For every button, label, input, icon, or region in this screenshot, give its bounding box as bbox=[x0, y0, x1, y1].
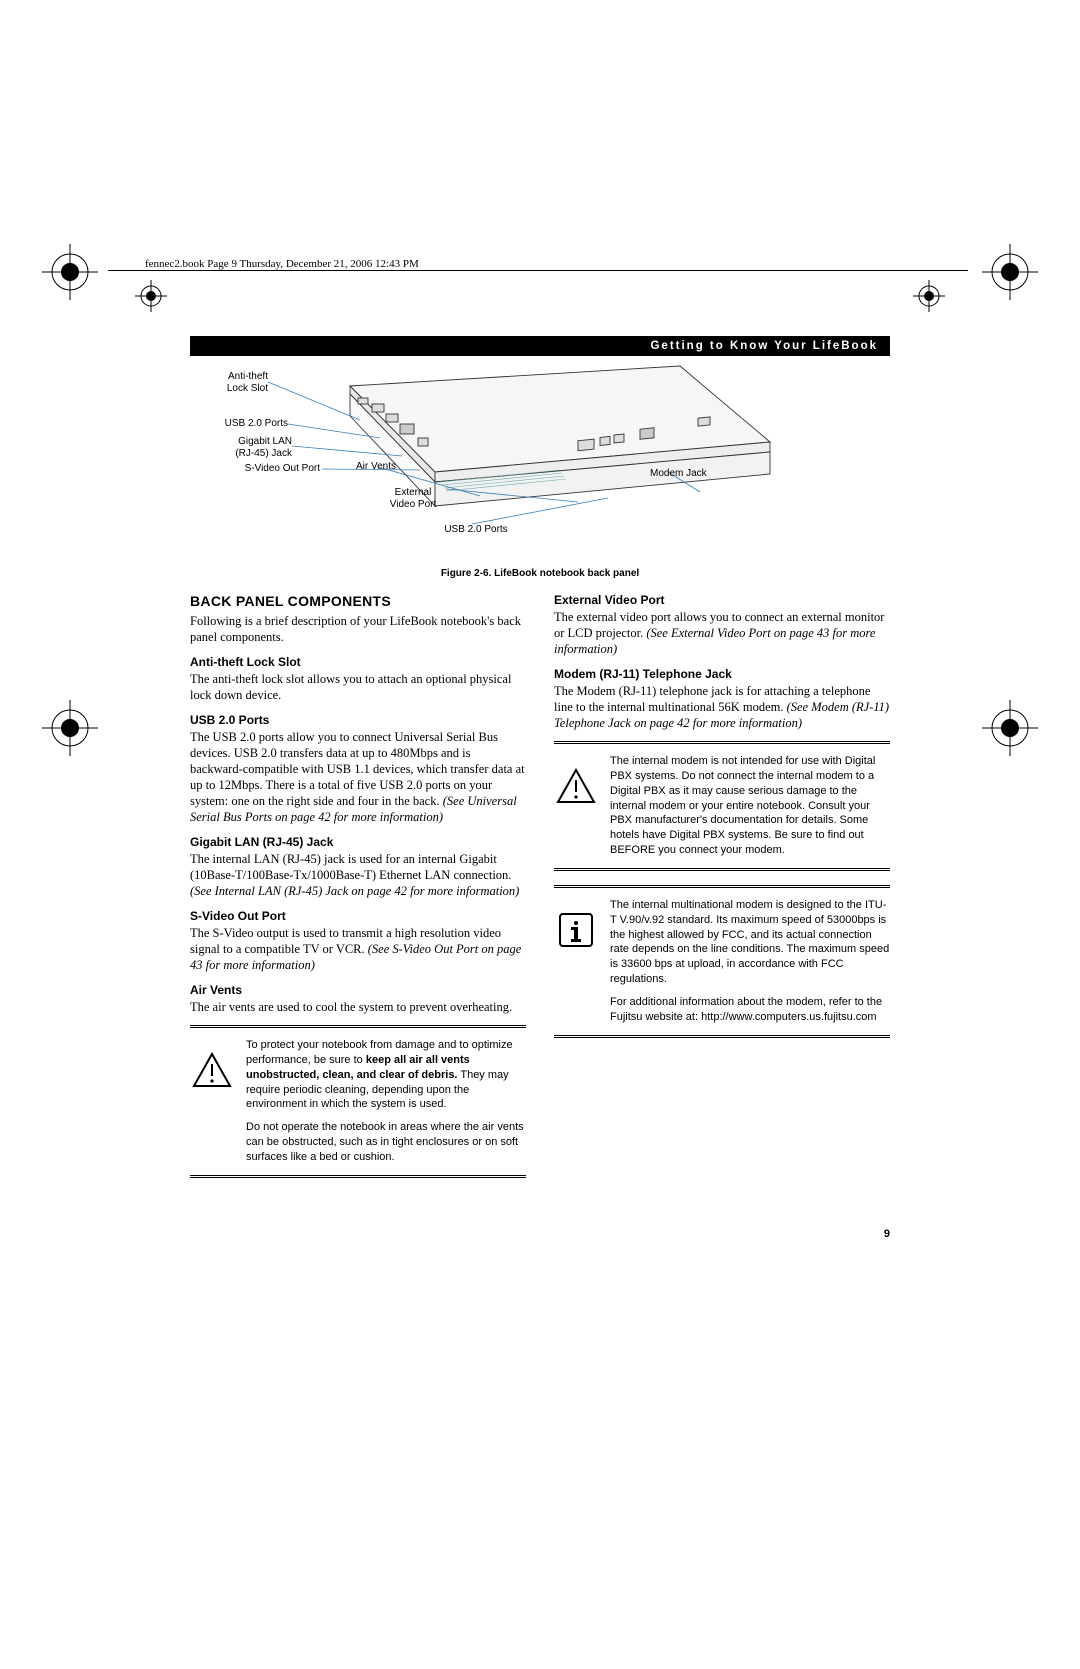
reg-mark-tr bbox=[982, 244, 1038, 300]
right-column: External Video Port The external video p… bbox=[554, 593, 890, 1192]
callout-ext-video: External Video Port bbox=[378, 487, 448, 510]
header-rule bbox=[108, 270, 968, 271]
body-gigabit: The internal LAN (RJ-45) jack is used fo… bbox=[190, 851, 526, 899]
laptop-diagram bbox=[300, 364, 780, 534]
reg-mark-small-tl bbox=[135, 280, 167, 312]
sub-svideo: S-Video Out Port bbox=[190, 909, 526, 923]
left-column: BACK PANEL COMPONENTS Following is a bri… bbox=[190, 593, 526, 1192]
body-modem: The Modem (RJ-11) telephone jack is for … bbox=[554, 683, 890, 731]
section-bar: Getting to Know Your LifeBook bbox=[190, 336, 890, 356]
callout-gigabit: Gigabit LAN (RJ-45) Jack bbox=[208, 436, 292, 459]
body-usb: The USB 2.0 ports allow you to connect U… bbox=[190, 729, 526, 825]
sub-anti-theft: Anti-theft Lock Slot bbox=[190, 655, 526, 669]
reg-mark-ml bbox=[42, 700, 98, 756]
reg-mark-tl bbox=[42, 244, 98, 300]
callout-anti-theft: Anti-theft Lock Slot bbox=[182, 371, 268, 394]
callout-air-vents: Air Vents bbox=[346, 461, 406, 473]
figure-caption: Figure 2-6. LifeBook notebook back panel bbox=[190, 568, 890, 579]
page-body: Getting to Know Your LifeBook bbox=[190, 336, 890, 1192]
sub-gigabit: Gigabit LAN (RJ-45) Jack bbox=[190, 835, 526, 849]
warning-text-airvents: To protect your notebook from damage and… bbox=[246, 1038, 526, 1165]
body-extvideo: The external video port allows you to co… bbox=[554, 609, 890, 657]
figure-area: Anti-theft Lock Slot USB 2.0 Ports Gigab… bbox=[190, 364, 890, 564]
sub-usb: USB 2.0 Ports bbox=[190, 713, 526, 727]
body-airvents: The air vents are used to cool the syste… bbox=[190, 999, 526, 1015]
body-svideo: The S-Video output is used to transmit a… bbox=[190, 925, 526, 973]
intro-text: Following is a brief description of your… bbox=[190, 613, 526, 645]
main-heading: BACK PANEL COMPONENTS bbox=[190, 593, 526, 609]
info-icon bbox=[554, 898, 598, 948]
callout-modem: Modem Jack bbox=[650, 468, 740, 480]
reg-mark-mr bbox=[982, 700, 1038, 756]
info-text-modem: The internal multinational modem is desi… bbox=[610, 898, 890, 1025]
warning-icon bbox=[190, 1038, 234, 1088]
callout-usb-left: USB 2.0 Ports bbox=[208, 418, 288, 430]
callout-usb-bottom: USB 2.0 Ports bbox=[436, 524, 516, 536]
body-columns: BACK PANEL COMPONENTS Following is a bri… bbox=[190, 593, 890, 1192]
warning-box-airvents: To protect your notebook from damage and… bbox=[190, 1025, 526, 1178]
info-box-modem: The internal multinational modem is desi… bbox=[554, 885, 890, 1038]
body-anti-theft: The anti-theft lock slot allows you to a… bbox=[190, 671, 526, 703]
sub-modem: Modem (RJ-11) Telephone Jack bbox=[554, 667, 890, 681]
warning-icon bbox=[554, 754, 598, 804]
warning-text-pbx: The internal modem is not intended for u… bbox=[610, 754, 890, 858]
sub-airvents: Air Vents bbox=[190, 983, 526, 997]
page-header-text: fennec2.book Page 9 Thursday, December 2… bbox=[145, 258, 419, 270]
sub-extvideo: External Video Port bbox=[554, 593, 890, 607]
reg-mark-small-tr bbox=[913, 280, 945, 312]
callout-svideo: S-Video Out Port bbox=[220, 463, 320, 475]
warning-box-pbx: The internal modem is not intended for u… bbox=[554, 741, 890, 871]
page-number: 9 bbox=[884, 1228, 890, 1240]
